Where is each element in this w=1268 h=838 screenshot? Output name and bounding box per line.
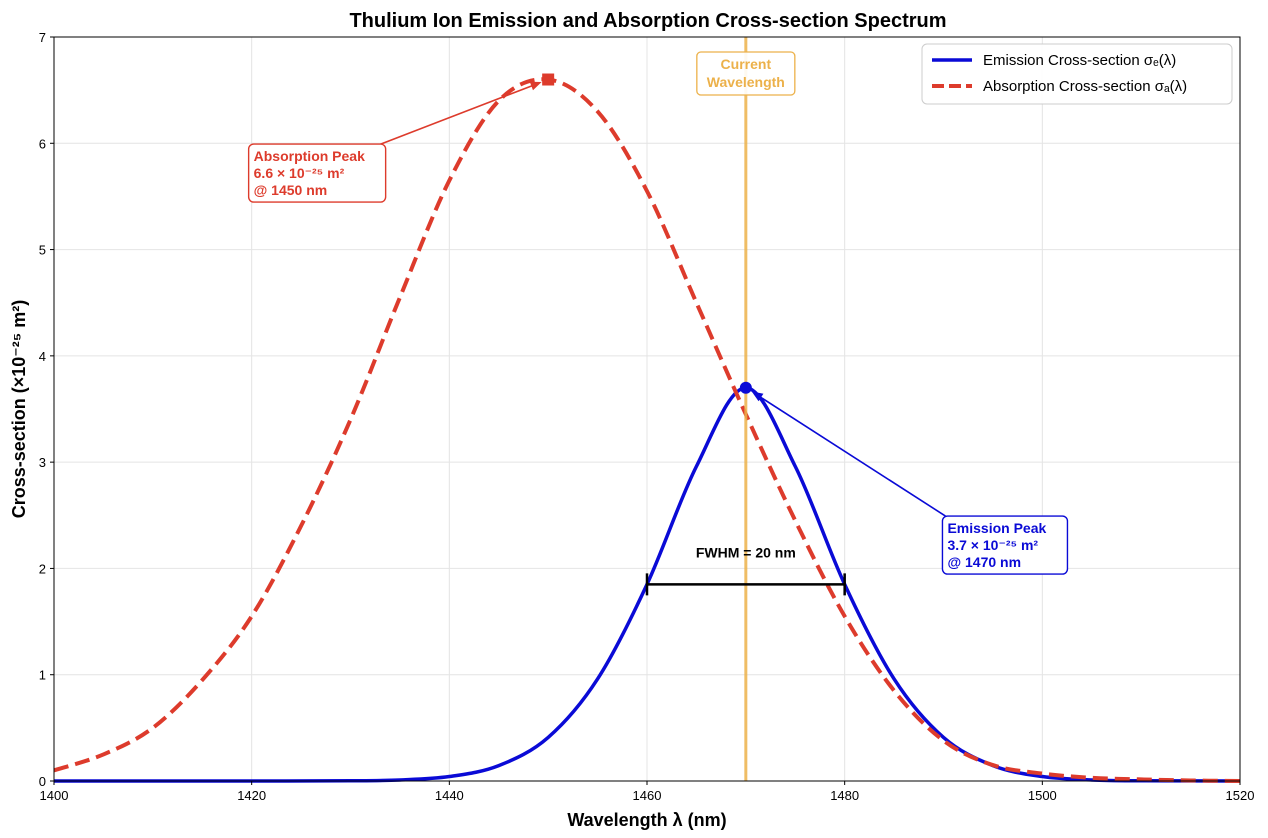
current-wavelength-label-box bbox=[696, 51, 796, 96]
y-tick-label: 7 bbox=[39, 30, 46, 45]
overlays: FWHM = 20 nm Current Wavelength Absorption … bbox=[247, 37, 1069, 781]
x-tick-label: 1460 bbox=[633, 788, 662, 803]
y-tick-label: 3 bbox=[39, 455, 46, 470]
y-tick-label: 0 bbox=[39, 774, 46, 789]
y-tick-label: 5 bbox=[39, 243, 46, 258]
x-tick-label: 1500 bbox=[1028, 788, 1057, 803]
axis-ticks: 1400 1420 1440 1460 1480 1500 1520 0 1 2 3 4 5 6 7 bbox=[39, 30, 1255, 803]
y-tick-label: 4 bbox=[39, 349, 46, 364]
emission-annotation-text: @ 1470 nm bbox=[947, 554, 1021, 570]
absorption-annotation-text: @ 1450 nm bbox=[254, 182, 328, 198]
emission-annotation-text: Emission Peak bbox=[947, 520, 1046, 536]
x-tick-label: 1420 bbox=[237, 788, 266, 803]
grid bbox=[53, 36, 1241, 782]
x-tick-label: 1400 bbox=[40, 788, 69, 803]
current-wavelength-label: Current bbox=[721, 56, 772, 72]
legend-emission-label: Emission Cross-section σₑ(λ) bbox=[983, 52, 1176, 69]
y-axis-label: Cross-section (×10⁻²⁵ m²) bbox=[9, 300, 29, 519]
absorption-annotation-text: Absorption Peak bbox=[254, 148, 365, 164]
emission-annotation-text: 3.7 × 10⁻²⁵ m² bbox=[947, 537, 1038, 553]
fwhm-label: FWHM = 20 nm bbox=[696, 544, 796, 560]
chart-title: Thulium Ion Emission and Absorption Cros… bbox=[349, 10, 946, 32]
x-axis-label: Wavelength λ (nm) bbox=[567, 810, 726, 830]
y-tick-label: 1 bbox=[39, 668, 46, 683]
absorption-annotation-box bbox=[247, 143, 387, 203]
absorption-peak-marker bbox=[542, 73, 555, 86]
legend: Emission Cross-section σₑ(λ) Absorption C… bbox=[921, 43, 1233, 105]
absorption-annotation-arrowhead bbox=[529, 81, 542, 91]
legend-absorption-label: Absorption Cross-section σₐ(λ) bbox=[983, 78, 1187, 95]
y-tick-label: 2 bbox=[39, 561, 46, 576]
absorption-series-line bbox=[53, 77, 1241, 783]
absorption-annotation-arrow bbox=[375, 83, 537, 147]
absorption-annotation-text: 6.6 × 10⁻²⁵ m² bbox=[254, 165, 345, 181]
x-tick-label: 1440 bbox=[435, 788, 464, 803]
emission-annotation-box bbox=[941, 515, 1069, 575]
emission-annotation-arrow bbox=[756, 394, 946, 517]
emission-annotation-arrowhead bbox=[751, 391, 764, 402]
legend-box bbox=[921, 43, 1233, 105]
x-tick-label: 1520 bbox=[1226, 788, 1255, 803]
emission-peak-marker bbox=[739, 381, 752, 394]
current-wavelength-label: Wavelength bbox=[707, 74, 785, 90]
x-tick-label: 1480 bbox=[830, 788, 859, 803]
y-tick-label: 6 bbox=[39, 136, 46, 151]
